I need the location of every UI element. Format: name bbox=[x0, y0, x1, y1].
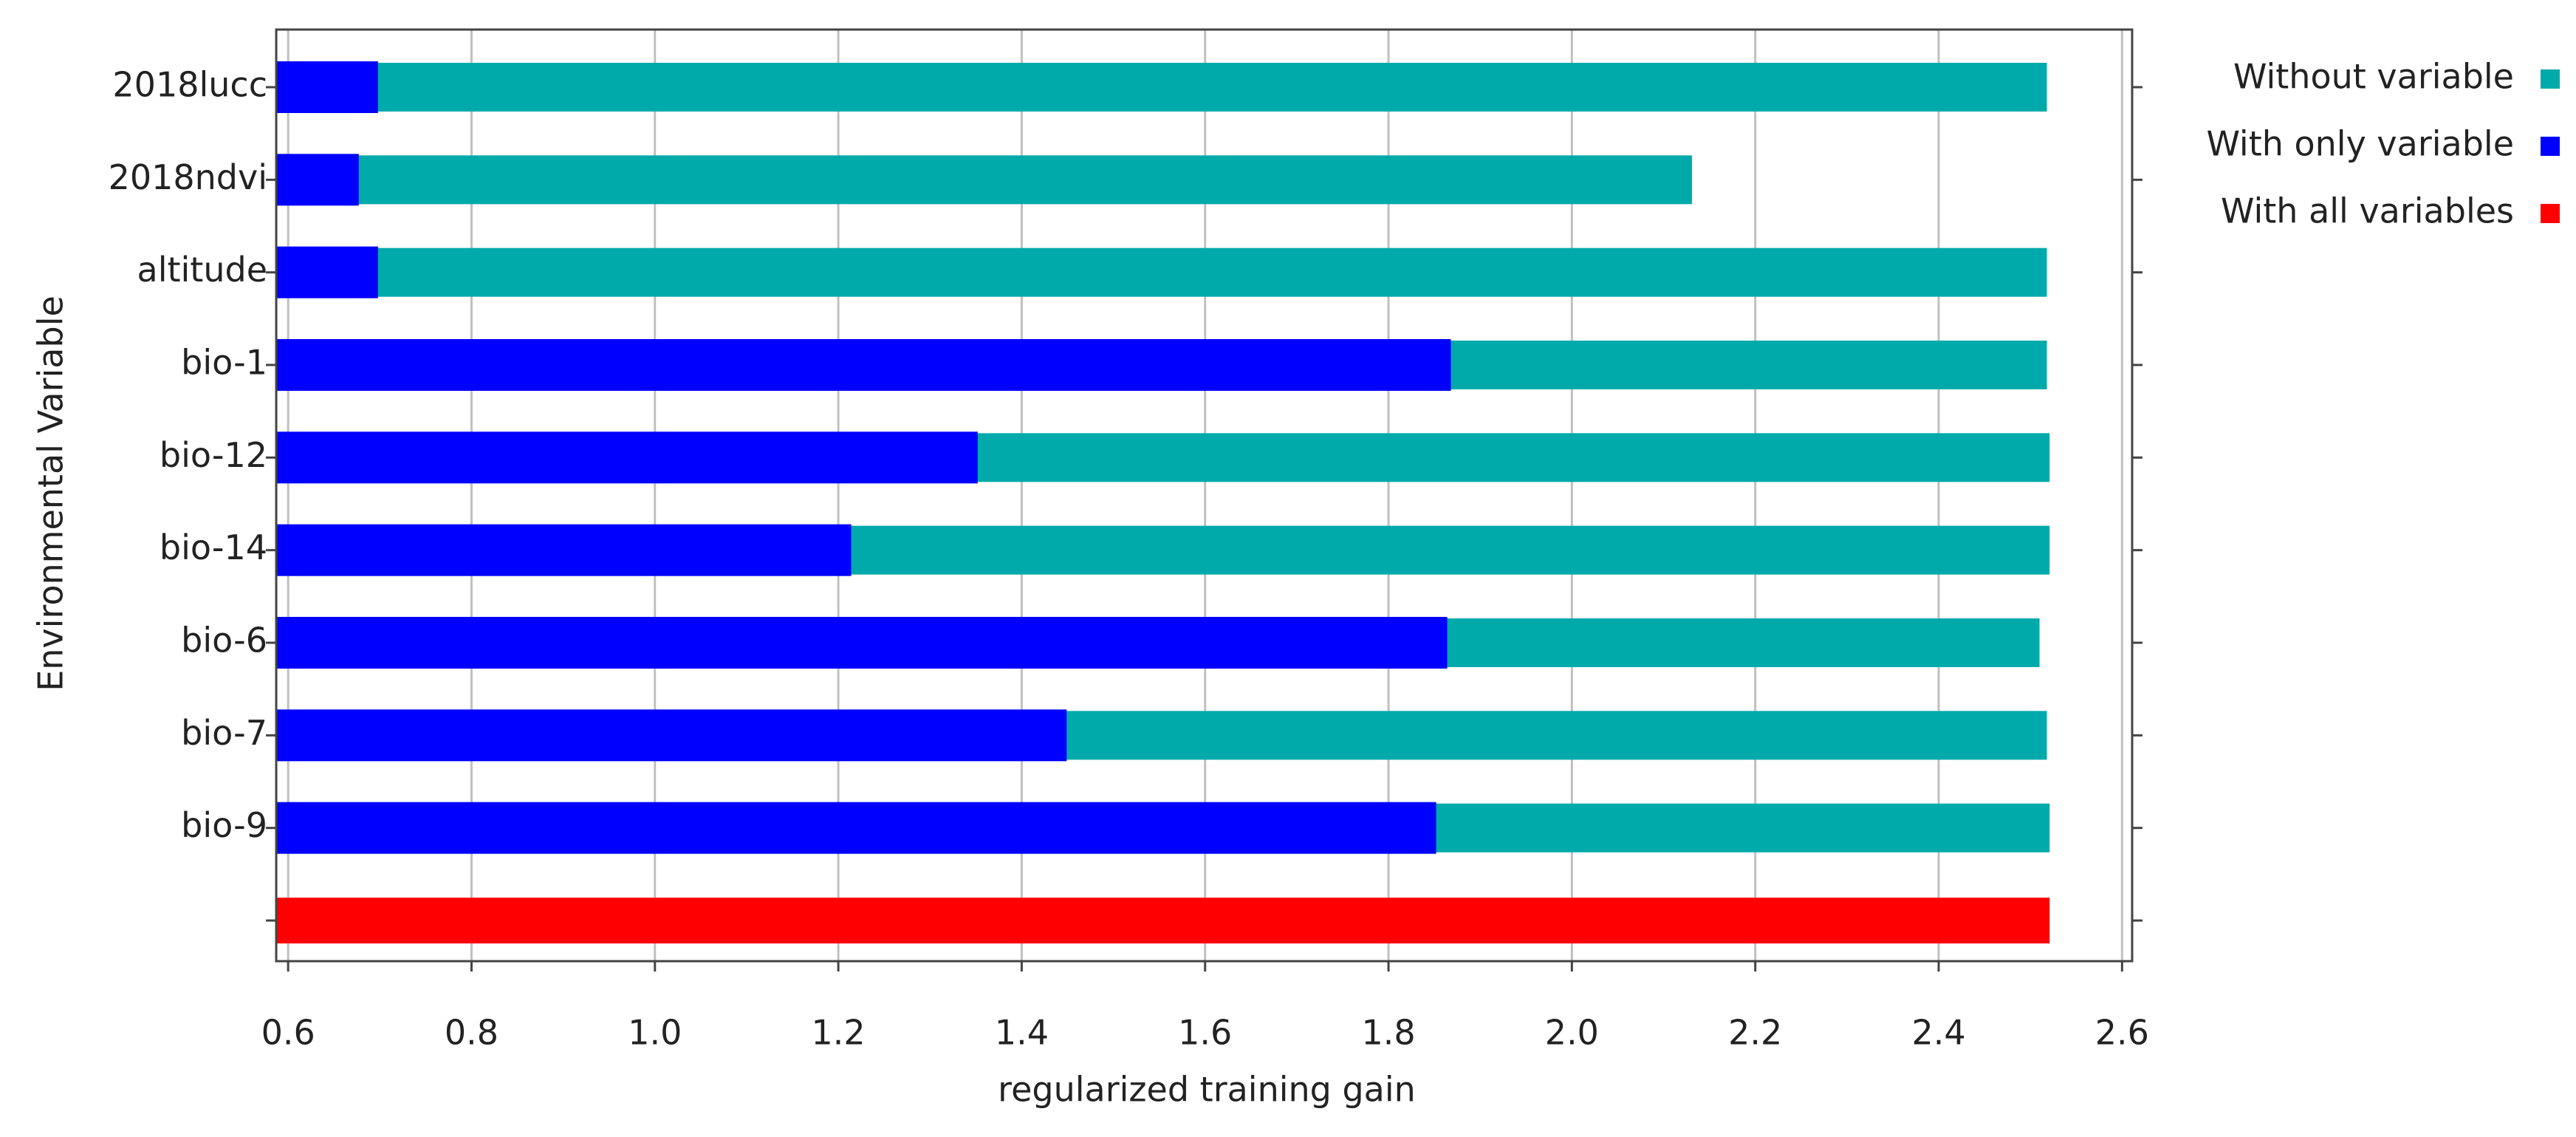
bar bbox=[276, 617, 1448, 669]
legend-label: Without variable bbox=[2233, 57, 2514, 97]
legend-swatch bbox=[2541, 137, 2560, 156]
x-tick-label: 2.0 bbox=[1545, 1013, 1599, 1053]
x-tick-label: 2.6 bbox=[2095, 1013, 2149, 1053]
bar bbox=[276, 61, 378, 113]
x-tick-label: 0.6 bbox=[261, 1013, 315, 1053]
y-axis-label: Environmental Variable bbox=[31, 296, 71, 692]
plot-frame bbox=[275, 28, 2134, 963]
y-tick-label: bio-9 bbox=[181, 805, 267, 845]
legend-swatch bbox=[2541, 69, 2560, 89]
bar bbox=[276, 898, 2050, 943]
bar bbox=[276, 247, 2047, 297]
bar bbox=[276, 155, 1693, 205]
y-tick-label: bio-12 bbox=[160, 435, 267, 475]
bar bbox=[276, 246, 378, 298]
bar bbox=[276, 431, 978, 484]
legend-swatch bbox=[2541, 204, 2560, 223]
y-tick-label: bio-1 bbox=[181, 343, 267, 383]
x-tick-label: 2.4 bbox=[1911, 1013, 1965, 1053]
bar bbox=[276, 154, 359, 206]
bar bbox=[276, 524, 852, 576]
x-tick-label: 1.4 bbox=[995, 1013, 1049, 1053]
y-tick-label: 2018ndvi bbox=[109, 157, 267, 197]
x-tick-label: 1.6 bbox=[1178, 1013, 1232, 1053]
bar bbox=[276, 63, 2047, 112]
y-tick-label: bio-6 bbox=[181, 621, 267, 660]
bar bbox=[276, 339, 1451, 391]
bar bbox=[276, 709, 1067, 762]
y-tick-label: bio-7 bbox=[181, 713, 267, 753]
x-tick-label: 1.8 bbox=[1361, 1013, 1415, 1053]
y-tick-label: 2018lucc bbox=[112, 65, 267, 105]
x-axis-label: regularized training gain bbox=[998, 1070, 1416, 1110]
x-tick-label: 0.8 bbox=[445, 1013, 499, 1053]
x-tick-label: 1.2 bbox=[812, 1013, 866, 1053]
x-tick-label: 1.0 bbox=[628, 1013, 682, 1053]
y-tick-label: bio-14 bbox=[160, 527, 267, 567]
legend-label: With only variable bbox=[2206, 124, 2514, 164]
x-tick-label: 2.2 bbox=[1728, 1013, 1782, 1053]
y-tick-label: altitude bbox=[137, 250, 267, 290]
legend-label: With all variables bbox=[2221, 191, 2514, 231]
bar bbox=[276, 802, 1436, 854]
